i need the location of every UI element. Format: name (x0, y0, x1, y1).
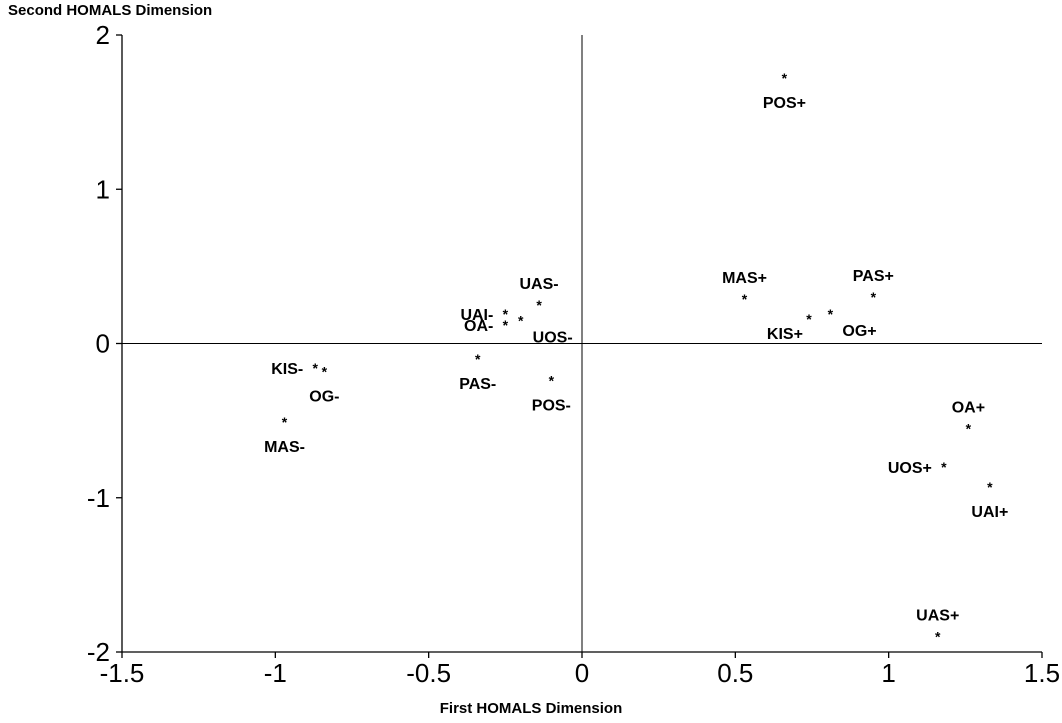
point-label-pos-plus: POS+ (763, 95, 806, 112)
x-tick-label: -0.5 (406, 658, 451, 688)
point-marker-kis-minus: * (312, 360, 318, 376)
point-marker-mas-minus: * (282, 414, 288, 430)
point-label-og-plus: OG+ (842, 323, 876, 340)
y-tick-label: 0 (96, 329, 110, 359)
point-label-oa-minus: OA- (464, 318, 493, 335)
point-marker-og-minus: * (322, 363, 328, 379)
x-tick-label: 0 (575, 658, 589, 688)
point-marker-pas-minus: * (475, 351, 481, 367)
point-marker-oa-plus: * (966, 420, 972, 436)
point-label-kis-minus: KIS- (271, 361, 303, 378)
point-marker-mas-plus: * (742, 291, 748, 307)
x-axis-label: First HOMALS Dimension (439, 700, 623, 717)
point-marker-uos-plus: * (941, 459, 947, 475)
point-label-pas-minus: PAS- (459, 376, 496, 393)
point-marker-uai-plus: * (987, 479, 993, 495)
point-label-pos-minus: POS- (532, 398, 571, 415)
point-marker-pos-plus: * (782, 70, 788, 86)
y-tick-label: -1 (87, 483, 110, 513)
point-label-uos-minus: UOS- (533, 329, 573, 346)
point-marker-oa-minus: * (503, 317, 509, 333)
point-label-uas-plus: UAS+ (916, 608, 959, 625)
x-tick-label: -1 (264, 658, 287, 688)
point-label-uos-plus: UOS+ (888, 460, 932, 477)
point-marker-uai-minus: * (503, 306, 509, 322)
x-tick-label: 1 (881, 658, 895, 688)
x-tick-label: -1.5 (100, 658, 145, 688)
point-label-mas-plus: MAS+ (722, 270, 767, 287)
point-label-uai-minus: UAI- (460, 307, 493, 324)
point-label-oa-plus: OA+ (952, 399, 985, 416)
tick-labels: -1.5 -1 -0.5 0 0.5 1 1.5 -2 -1 0 1 2 (87, 20, 1060, 688)
point-label-uas-minus: UAS- (520, 276, 559, 293)
point-label-uai-plus: UAI+ (971, 504, 1008, 521)
point-marker-uas-minus: * (536, 297, 542, 313)
y-tick-label: -2 (87, 637, 110, 667)
point-marker-pos-minus: * (549, 373, 555, 389)
data-points: *POS+*MAS+*PAS+*KIS+*OG+*OA+*UOS+*UAI+*U… (264, 70, 1008, 644)
point-label-kis-plus: KIS+ (767, 326, 803, 343)
point-marker-uos-minus: * (518, 312, 524, 328)
axes (116, 34, 1043, 658)
point-marker-kis-plus: * (806, 311, 812, 327)
point-marker-pas-plus: * (871, 289, 877, 305)
x-tick-label: 1.5 (1024, 658, 1060, 688)
point-marker-og-plus: * (828, 306, 834, 322)
y-tick-label: 2 (96, 20, 110, 50)
y-tick-label: 1 (96, 174, 110, 204)
point-marker-uas-plus: * (935, 629, 941, 645)
y-axis-label: Second HOMALS Dimension (8, 2, 213, 19)
point-label-mas-minus: MAS- (264, 439, 305, 456)
x-tick-label: 0.5 (717, 658, 753, 688)
point-label-og-minus: OG- (309, 388, 339, 405)
point-label-pas-plus: PAS+ (853, 268, 894, 285)
